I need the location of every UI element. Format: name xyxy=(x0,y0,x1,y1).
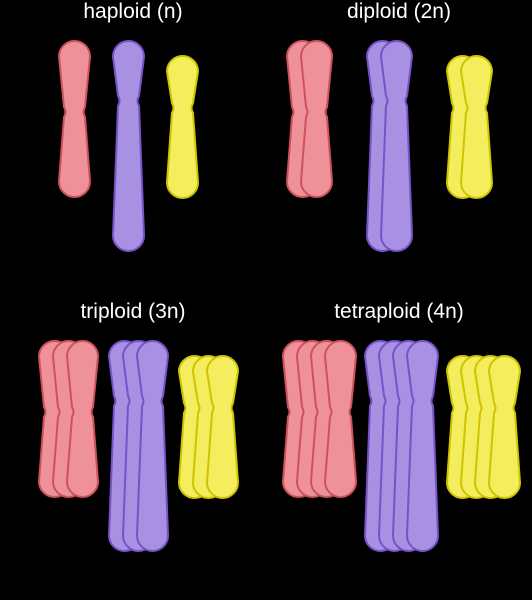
quadrant-q1: haploid (n) xyxy=(0,0,266,300)
chromosome-purple xyxy=(136,340,169,552)
chromosome-pink xyxy=(300,40,333,198)
chromosome-pink xyxy=(324,340,357,498)
quadrant-q3: triploid (3n) xyxy=(0,300,266,600)
chromosome-pink xyxy=(58,40,91,198)
chromosome-purple xyxy=(112,40,145,252)
quadrant-label: triploid (3n) xyxy=(0,300,266,324)
chromosome-purple xyxy=(406,340,439,552)
chromosome-pink xyxy=(66,340,99,498)
quadrant-label: tetraploid (4n) xyxy=(266,300,532,324)
chromosome-yellow xyxy=(488,355,521,499)
quadrant-label: haploid (n) xyxy=(0,0,266,24)
quadrant-q2: diploid (2n) xyxy=(266,0,532,300)
chromosome-purple xyxy=(380,40,413,252)
quadrant-label: diploid (2n) xyxy=(266,0,532,24)
quadrant-q4: tetraploid (4n) xyxy=(266,300,532,600)
chromosome-yellow xyxy=(460,55,493,199)
chromosome-yellow xyxy=(206,355,239,499)
chromosome-yellow xyxy=(166,55,199,199)
